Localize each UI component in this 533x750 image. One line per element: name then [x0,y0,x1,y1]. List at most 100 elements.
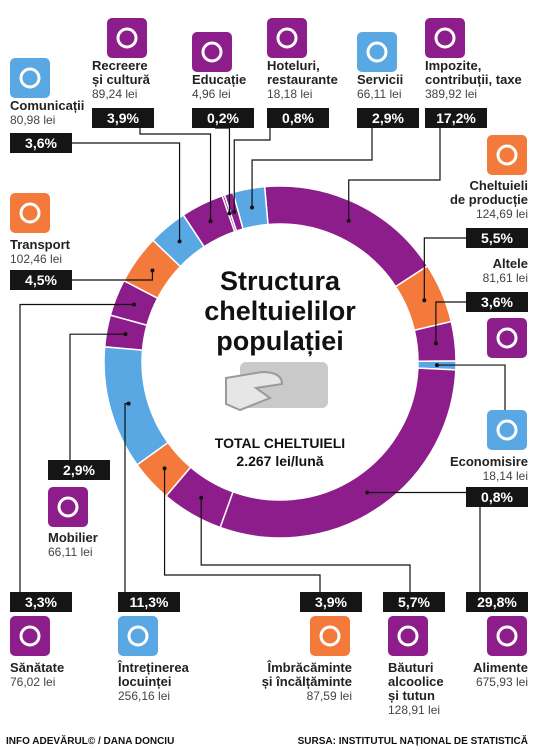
icon [357,32,397,72]
share-label: 5,7% [398,594,430,610]
share-badge [466,292,528,312]
connector-dot [123,332,128,337]
connector-dot [162,466,167,471]
icon [192,32,232,72]
icon [267,18,307,58]
connector-dot [177,239,182,244]
share-badge [10,592,72,612]
connector [69,333,126,460]
share-label: 3,6% [25,135,57,151]
share-label: 3,6% [481,294,513,310]
icon [425,18,465,58]
category-name: Alimente [473,660,528,675]
credit: INFO ADEVĂRUL© / DANA DONCIU [6,734,174,747]
share-label: 0,8% [481,489,513,505]
share-label: 3,3% [25,594,57,610]
icon [487,135,527,175]
category-name: Altele [493,256,528,271]
category-name: Sănătate [10,660,64,675]
share-badge [48,460,110,480]
connector [19,303,134,592]
icon-glyph [19,67,41,89]
connector [163,468,321,592]
connector-dot [126,401,131,406]
icon [118,616,158,656]
icon [10,616,50,656]
share-label: 3,9% [107,110,139,126]
category-name: Băuturi [388,660,434,675]
category-name: Recreere [92,58,148,73]
connector-dot [346,218,351,223]
value-label: 76,02 lei [10,675,55,689]
share-badge [92,108,154,128]
connector-dot [433,341,438,346]
share-badge [192,108,254,128]
connector-dot [150,268,155,273]
icon-glyph [496,625,518,647]
source: SURSA: INSTITUTUL NAȚIONAL DE STATISTICĂ [298,734,528,747]
connector-dot [227,211,232,216]
icon-glyph [366,41,388,63]
category-name: de producție [450,192,528,207]
category-name: locuinței [118,674,171,689]
connector [348,128,441,221]
share-badge [10,133,72,153]
hand [225,370,284,412]
share-label: 2,9% [63,462,95,478]
category-name: și cultură [92,72,151,87]
share-label: 11,3% [130,594,169,610]
share-label: 0,2% [207,110,239,126]
connector-dot [250,205,255,210]
share-badge [10,270,72,290]
icon-glyph [57,496,79,518]
icon-glyph [496,144,518,166]
share-badge [357,108,419,128]
icon [487,616,527,656]
category-name: alcoolice [388,674,444,689]
total-label: TOTAL CHELTUIELI [215,435,345,451]
icon-glyph [397,625,419,647]
connector [139,128,212,222]
card-icon [225,362,328,412]
value-label: 81,61 lei [483,271,528,285]
icon [48,487,88,527]
connector [72,270,154,281]
share-label: 3,9% [315,594,347,610]
value-label: 66,11 lei [357,87,401,101]
value-label: 4,96 lei [192,87,231,101]
connector [436,364,506,410]
category-name: Servicii [357,72,403,87]
icon [388,616,428,656]
share-badge [267,108,329,128]
connector-dot [422,298,427,303]
category-name: Impozite, [425,58,481,73]
share-label: 5,5% [481,230,513,246]
value-label: 389,92 lei [425,87,477,101]
share-badge [466,228,528,248]
share-badge [466,592,528,612]
share-badge [118,592,180,612]
icon [310,616,350,656]
category-name: contribuții, taxe [425,72,522,87]
connector [233,128,271,212]
icon-glyph [19,625,41,647]
connector [200,497,411,592]
connector-dot [208,219,213,224]
title: Structura [220,266,341,296]
connector-dot [199,495,204,500]
category-name: Educație [192,72,246,87]
value-label: 87,59 lei [307,689,352,703]
icon-glyph [19,202,41,224]
share-badge [425,108,487,128]
icon [487,410,527,450]
icon-glyph [116,27,138,49]
category-name: și încălțăminte [262,674,352,689]
connector-dot [232,209,237,214]
share-badge [466,487,528,507]
icon-glyph [496,327,518,349]
share-label: 17,2% [436,110,476,126]
connector [435,301,466,344]
category-name: restaurante [267,72,338,87]
icon [107,18,147,58]
share-label: 4,5% [25,272,57,288]
